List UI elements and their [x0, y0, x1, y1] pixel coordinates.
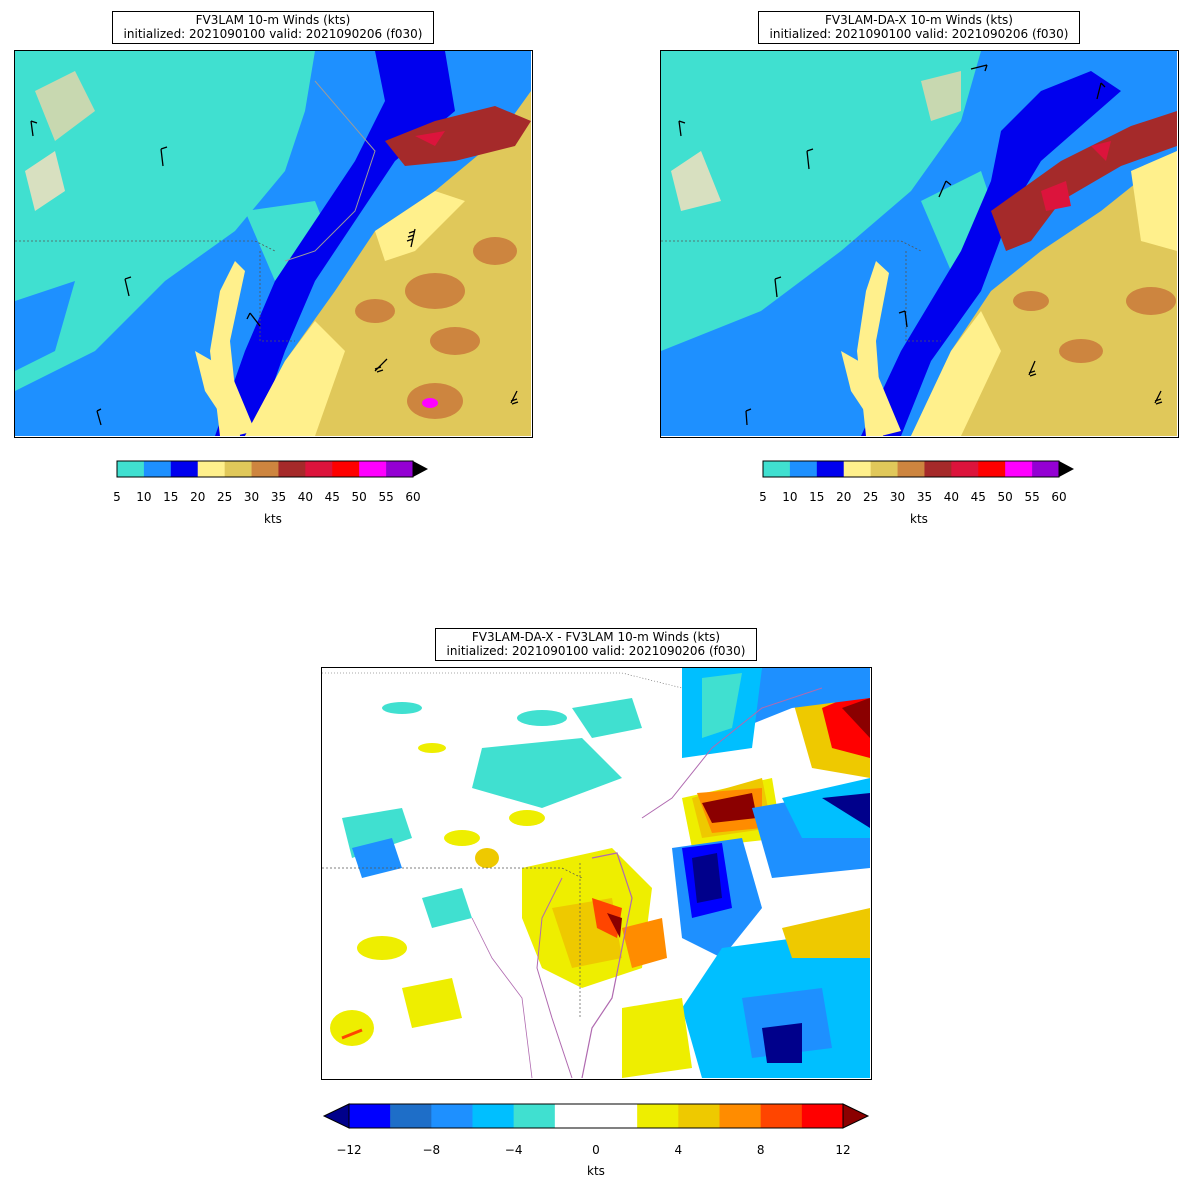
- colorbar-tick-label: 30: [889, 490, 906, 504]
- colorbar-tick-label: 60: [1051, 490, 1067, 504]
- colorbar-tick-label: 8: [756, 1143, 765, 1157]
- colorbar-swatch: [170, 461, 199, 477]
- colorbar-swatch: [870, 461, 898, 477]
- colorbar-tick-label: 45: [324, 490, 340, 504]
- panel3-map: [321, 667, 872, 1080]
- colorbar-tick-label: 25: [216, 490, 233, 504]
- colorbar-swatch: [359, 461, 387, 477]
- colorbar-swatch: [224, 461, 252, 477]
- colorbar-swatch: [197, 461, 225, 477]
- colorbar-swatch: [678, 1104, 720, 1128]
- panel3-title-line1: FV3LAM-DA-X - FV3LAM 10-m Winds (kts): [471, 630, 721, 644]
- colorbar-tick-label: 0: [592, 1143, 600, 1157]
- panel2-title-line2: initialized: 2021090100 valid: 202109020…: [769, 27, 1069, 41]
- colorbar-tick-label: 15: [163, 490, 179, 504]
- panel1-colorbar-units: kts: [264, 512, 282, 526]
- panel2-map: [660, 50, 1179, 438]
- colorbar-swatch: [763, 461, 791, 477]
- colorbar-swatch: [513, 1104, 556, 1128]
- panel2-colorbar: [762, 460, 1074, 478]
- colorbar-swatch: [278, 461, 306, 477]
- colorbar-tick-label: 12: [835, 1143, 851, 1157]
- colorbar-swatch: [251, 461, 279, 477]
- panel3-colorbar-ticks: −12 −8 −4 0 4 8 12: [336, 1143, 850, 1159]
- colorbar-tick-label: −12: [336, 1143, 362, 1157]
- panel1-colorbar: [116, 460, 428, 478]
- panel1-colorbar-ticks: 5 10 15 20 25 30 35 40 45 50 55 60: [113, 490, 420, 506]
- colorbar-tick-label: 30: [243, 490, 260, 504]
- panel3-colorbar-extend-low: [322, 1103, 350, 1129]
- colorbar-swatch: [816, 461, 845, 477]
- panel2-title: FV3LAM-DA-X 10-m Winds (kts) initialized…: [758, 11, 1080, 44]
- panel3-title-line2: initialized: 2021090100 valid: 202109020…: [446, 644, 746, 658]
- panel2-title-line1: FV3LAM-DA-X 10-m Winds (kts): [825, 13, 1013, 27]
- panel3-title: FV3LAM-DA-X - FV3LAM 10-m Winds (kts) in…: [435, 628, 757, 661]
- panel2-colorbar-ticks: 5 10 15 20 25 30 35 40 45 50 55 60: [759, 490, 1066, 506]
- colorbar-swatch: [332, 461, 360, 477]
- colorbar-tick-label: 10: [782, 490, 798, 504]
- panel3-colorbar-extend-high: [842, 1103, 870, 1129]
- panel1-colorbar-extend-arrow: [413, 461, 428, 477]
- colorbar-swatch: [1005, 461, 1033, 477]
- colorbar-tick-label: 40: [297, 490, 313, 504]
- colorbar-tick-label: 5: [759, 490, 767, 504]
- panel3-colorbar-units: kts: [587, 1164, 605, 1178]
- colorbar-tick-label: 55: [1024, 490, 1040, 504]
- colorbar-tick-label: 20: [836, 490, 852, 504]
- colorbar-tick-label: 25: [862, 490, 879, 504]
- colorbar-swatch: [789, 461, 818, 477]
- panel2-colorbar-units: kts: [910, 512, 928, 526]
- colorbar-tick-label: 4: [674, 1143, 683, 1157]
- colorbar-swatch: [117, 461, 145, 477]
- panel2-colorbar-swatches: [763, 461, 1060, 477]
- colorbar-swatch: [386, 461, 414, 477]
- colorbar-tick-label: −4: [504, 1143, 523, 1157]
- colorbar-swatch: [978, 461, 1006, 477]
- colorbar-swatch: [637, 1104, 679, 1128]
- colorbar-swatch: [951, 461, 979, 477]
- colorbar-tick-label: 35: [916, 490, 933, 504]
- colorbar-tick-label: 20: [190, 490, 206, 504]
- panel2-colorbar-extend-arrow: [1059, 461, 1074, 477]
- colorbar-tick-label: 10: [136, 490, 152, 504]
- colorbar-swatch: [596, 1104, 638, 1128]
- colorbar-swatch: [719, 1104, 761, 1128]
- panel1-map: [14, 50, 533, 438]
- colorbar-swatch: [760, 1104, 803, 1128]
- colorbar-tick-label: 45: [970, 490, 986, 504]
- colorbar-swatch: [305, 461, 333, 477]
- colorbar-swatch: [801, 1104, 844, 1128]
- panel3-colorbar-swatches: [349, 1104, 844, 1128]
- colorbar-swatch: [431, 1104, 473, 1128]
- colorbar-swatch: [843, 461, 871, 477]
- colorbar-swatch: [349, 1104, 391, 1128]
- panel3-colorbar: [322, 1103, 870, 1129]
- colorbar-tick-label: 60: [405, 490, 421, 504]
- colorbar-swatch: [472, 1104, 514, 1128]
- colorbar-tick-label: 40: [943, 490, 959, 504]
- colorbar-tick-label: −8: [422, 1143, 441, 1157]
- panel1-title: FV3LAM 10-m Winds (kts) initialized: 202…: [112, 11, 434, 44]
- colorbar-swatch: [143, 461, 172, 477]
- colorbar-tick-label: 50: [351, 490, 367, 504]
- panel1-colorbar-swatches: [117, 461, 414, 477]
- colorbar-swatch: [897, 461, 925, 477]
- colorbar-tick-label: 15: [809, 490, 825, 504]
- colorbar-swatch: [924, 461, 952, 477]
- panel1-title-line2: initialized: 2021090100 valid: 202109020…: [123, 27, 423, 41]
- colorbar-tick-label: 50: [997, 490, 1013, 504]
- colorbar-swatch: [1032, 461, 1060, 477]
- colorbar-swatch: [554, 1104, 597, 1128]
- colorbar-swatch: [390, 1104, 432, 1128]
- colorbar-tick-label: 35: [270, 490, 287, 504]
- colorbar-tick-label: 55: [378, 490, 394, 504]
- panel1-title-line1: FV3LAM 10-m Winds (kts): [195, 13, 351, 27]
- colorbar-tick-label: 5: [113, 490, 121, 504]
